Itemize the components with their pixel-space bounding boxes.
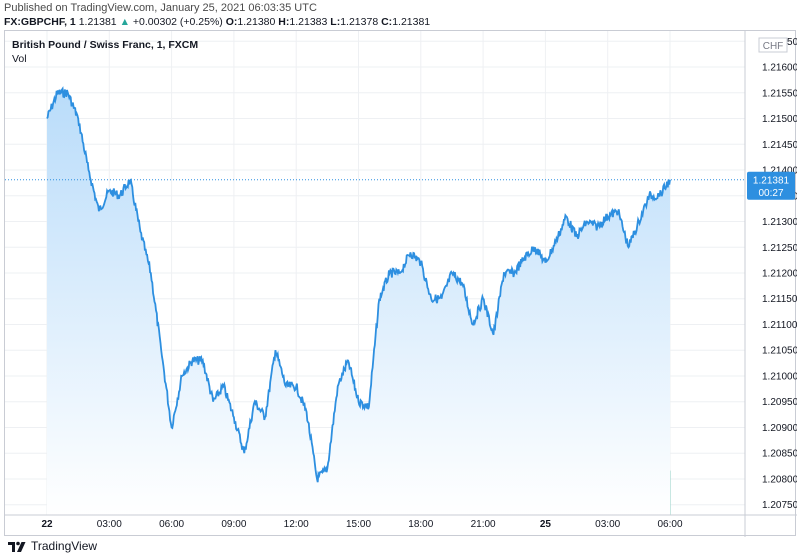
price-tick-label: 1.21450 bbox=[762, 140, 797, 151]
close-label: C: bbox=[381, 16, 393, 28]
change-up-icon: ▲ bbox=[119, 16, 130, 28]
price-axis[interactable]: 1.216501.216001.215501.215001.214501.214… bbox=[762, 37, 797, 511]
last-price: 1.21381 bbox=[78, 16, 117, 28]
time-tick-label: 03:00 bbox=[97, 519, 122, 530]
time-tick-label: 12:00 bbox=[284, 519, 309, 530]
price-tick-label: 1.20800 bbox=[762, 474, 797, 485]
price-tick-label: 1.20900 bbox=[762, 423, 797, 434]
price-tag-value: 1.21381 bbox=[753, 175, 790, 186]
chart-panel[interactable]: 1.216501.216001.215501.215001.214501.214… bbox=[4, 30, 797, 537]
volume-label: Vol bbox=[12, 53, 27, 65]
price-tick-label: 1.21550 bbox=[762, 88, 797, 99]
price-tick-label: 1.21000 bbox=[762, 371, 797, 382]
price-tick-label: 1.21250 bbox=[762, 243, 797, 254]
change-value: +0.00302 (+0.25%) bbox=[132, 16, 223, 28]
time-tick-label: 09:00 bbox=[221, 519, 246, 530]
price-line bbox=[46, 86, 671, 483]
ohlc-bar: FX:GBPCHF, 1 1.21381 ▲ +0.00302 (+0.25%)… bbox=[4, 16, 430, 28]
price-tick-label: 1.21400 bbox=[762, 166, 797, 177]
price-tick-label: 1.20750 bbox=[762, 500, 797, 511]
price-tick-label: 1.21150 bbox=[762, 294, 797, 305]
tradingview-logo-icon bbox=[8, 539, 26, 553]
volume-bar bbox=[669, 470, 671, 515]
open-label: O: bbox=[225, 16, 238, 28]
price-area-fill bbox=[47, 88, 670, 515]
time-tick-label: 25 bbox=[540, 519, 552, 530]
price-chart[interactable]: 1.216501.216001.215501.215001.214501.214… bbox=[5, 31, 797, 537]
price-tick-label: 1.21050 bbox=[762, 346, 797, 357]
time-tick-label: 06:00 bbox=[159, 519, 184, 530]
time-tick-label: 18:00 bbox=[408, 519, 433, 530]
price-tick-label: 1.21200 bbox=[762, 269, 797, 280]
high-value: 1.21383 bbox=[289, 16, 328, 28]
time-tick-label: 22 bbox=[41, 519, 53, 530]
symbol-label: FX:GBPCHF, 1 bbox=[4, 16, 76, 28]
open-value: 1.21380 bbox=[237, 16, 276, 28]
price-tick-label: 1.21300 bbox=[762, 217, 797, 228]
low-label: L: bbox=[330, 16, 341, 28]
published-caption: Published on TradingView.com, January 25… bbox=[4, 2, 317, 14]
time-tick-label: 15:00 bbox=[346, 519, 371, 530]
time-tick-label: 06:00 bbox=[657, 519, 682, 530]
price-tick-label: 1.20950 bbox=[762, 397, 797, 408]
low-value: 1.21378 bbox=[340, 16, 379, 28]
price-tick-label: 1.20850 bbox=[762, 449, 797, 460]
price-tag-countdown: 00:27 bbox=[758, 188, 783, 199]
currency-badge: CHF bbox=[758, 37, 788, 53]
time-tick-label: 21:00 bbox=[471, 519, 496, 530]
close-value: 1.21381 bbox=[392, 16, 431, 28]
footer: TradingView bbox=[8, 539, 97, 553]
price-tick-label: 1.21500 bbox=[762, 114, 797, 125]
time-axis[interactable]: 22 03:00 06:00 09:00 12:00 15:00 18:00 21:00 25 0… bbox=[41, 519, 683, 530]
brand-label: TradingView bbox=[31, 539, 98, 553]
chart-title: British Pound / Swiss Franc, 1, FXCM bbox=[12, 39, 198, 51]
price-tick-label: 1.21100 bbox=[762, 320, 797, 331]
price-tick-label: 1.21600 bbox=[762, 63, 797, 74]
currency-label: CHF bbox=[763, 41, 784, 52]
time-tick-label: 03:00 bbox=[595, 519, 620, 530]
last-price-tag: 1.21381 00:27 bbox=[747, 171, 795, 200]
high-label: H: bbox=[278, 16, 290, 28]
